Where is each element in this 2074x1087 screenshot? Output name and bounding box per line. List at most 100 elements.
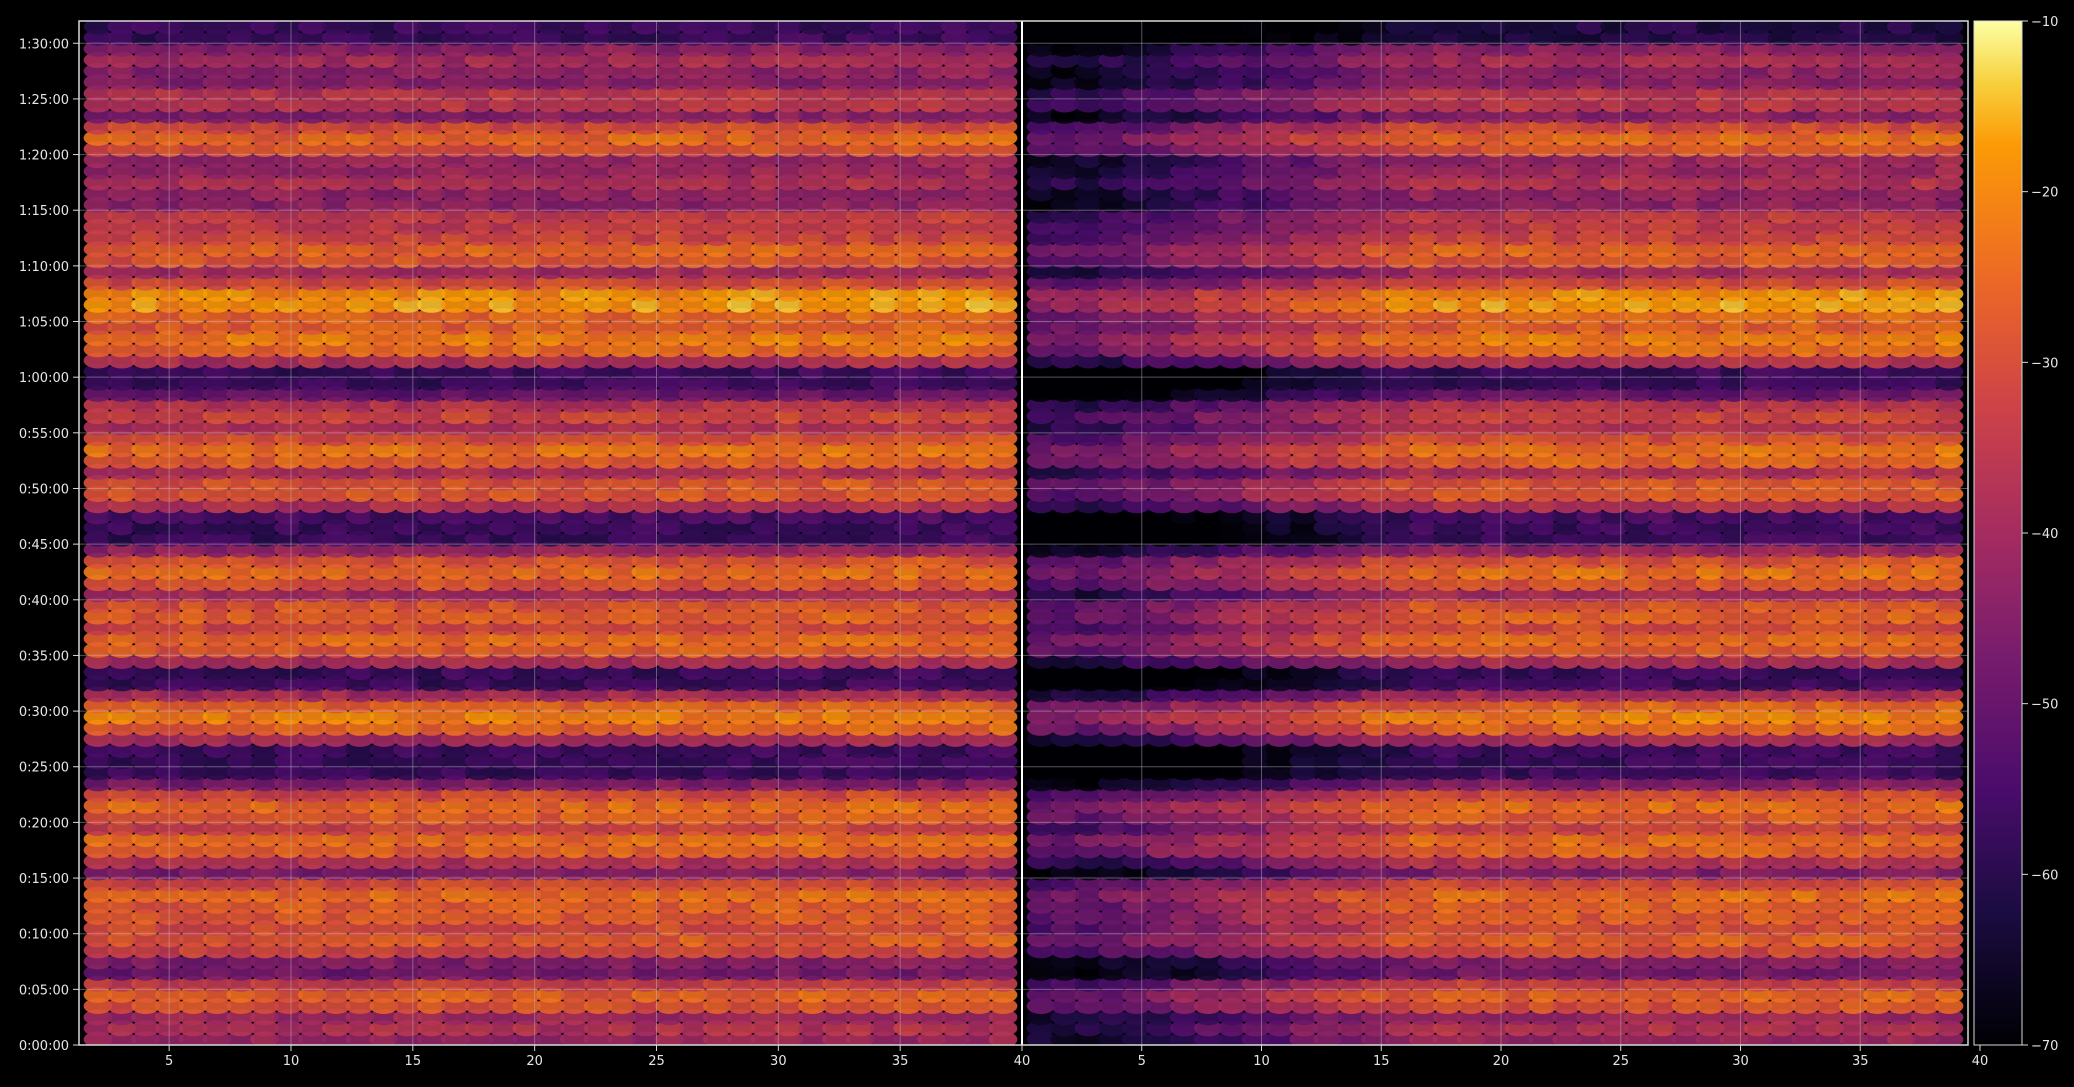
heatmap-cell: [512, 608, 541, 625]
heatmap-cell: [369, 808, 399, 825]
heatmap-cell: [83, 530, 113, 547]
heatmap-cell: [155, 808, 184, 825]
heatmap-cell: [917, 163, 946, 180]
heatmap-cell: [488, 653, 518, 669]
heatmap-cell: [679, 352, 708, 369]
heatmap-cell: [512, 920, 541, 937]
heatmap-cell: [464, 797, 494, 814]
heatmap-cell: [131, 196, 160, 213]
heatmap-cell: [274, 107, 303, 124]
heatmap-cell: [345, 753, 375, 770]
heatmap-cell: [560, 686, 589, 703]
heatmap-cell: [440, 241, 470, 258]
heatmap-cell: [488, 352, 518, 369]
heatmap-cell: [560, 820, 589, 836]
heatmap-cell: [607, 764, 637, 781]
heatmap-cell: [965, 853, 994, 870]
heatmap-cell: [321, 986, 351, 1003]
heatmap-cell: [83, 630, 113, 647]
heatmap-cell: [369, 207, 399, 224]
heatmap-cell: [631, 230, 661, 246]
heatmap-cell: [869, 909, 899, 925]
heatmap-cell: [83, 141, 113, 157]
heatmap-cell: [131, 241, 160, 258]
heatmap-cell: [83, 497, 113, 514]
heatmap-cell: [893, 808, 923, 825]
heatmap-cell: [417, 385, 446, 402]
heatmap-cell: [536, 408, 565, 425]
heatmap-cell: [226, 964, 256, 981]
heatmap-cell: [655, 975, 684, 992]
heatmap-cell: [250, 374, 279, 391]
heatmap-cell: [774, 1020, 803, 1037]
heatmap-cell: [131, 441, 160, 458]
heatmap-cell: [250, 508, 279, 525]
heatmap-cell: [726, 319, 756, 336]
heatmap-cell: [107, 730, 136, 747]
heatmap-cell: [774, 474, 803, 491]
heatmap-cell: [107, 430, 136, 447]
heatmap-cell: [321, 263, 351, 280]
heatmap-cell: [560, 564, 589, 580]
heatmap-cell: [417, 608, 446, 625]
heatmap-cell: [988, 653, 1018, 669]
heatmap-cell: [345, 196, 375, 213]
heatmap-cell: [512, 864, 541, 881]
heatmap-cell: [131, 341, 160, 358]
heatmap-cell: [607, 252, 637, 269]
heatmap-cell: [726, 909, 756, 925]
heatmap-cell: [274, 909, 303, 925]
heatmap-cell: [822, 274, 851, 291]
heatmap-cell: [726, 753, 756, 770]
heatmap-cell: [941, 430, 970, 447]
heatmap-cell: [107, 174, 136, 191]
heatmap-cell: [893, 975, 923, 992]
heatmap-cell: [631, 931, 661, 948]
heatmap-cell: [869, 842, 899, 859]
heatmap-cell: [369, 786, 399, 803]
heatmap-cell: [345, 775, 375, 792]
heatmap-cell: [393, 552, 422, 569]
heatmap-cell: [774, 319, 803, 336]
heatmap-cell: [250, 675, 279, 692]
heatmap-cell: [131, 363, 160, 380]
heatmap-cell: [488, 230, 518, 246]
heatmap-cell: [250, 263, 279, 280]
heatmap-cell: [178, 552, 208, 569]
heatmap-cell: [965, 230, 994, 246]
heatmap-cell: [988, 486, 1018, 502]
heatmap-cell: [726, 1009, 756, 1026]
heatmap-cell: [345, 820, 375, 836]
heatmap-cell: [321, 285, 351, 302]
heatmap-cell: [274, 708, 303, 725]
heatmap-cell: [607, 730, 637, 747]
heatmap-cell: [607, 474, 637, 491]
heatmap-cell: [798, 363, 827, 380]
heatmap-cell: [226, 218, 256, 235]
heatmap-cell: [488, 786, 518, 803]
heatmap-cell: [917, 998, 946, 1014]
heatmap-cell: [702, 998, 732, 1014]
heatmap-cell: [726, 463, 756, 480]
heatmap-cell: [774, 764, 803, 781]
heatmap-cell: [393, 953, 422, 970]
heatmap-cell: [583, 374, 613, 391]
heatmap-cell: [655, 552, 684, 569]
heatmap-cell: [702, 942, 732, 959]
heatmap-cell: [822, 909, 851, 925]
heatmap-cell: [488, 374, 518, 391]
heatmap-cell: [321, 975, 351, 992]
heatmap-cell: [417, 441, 446, 458]
heatmap-cell: [702, 797, 732, 814]
heatmap-cell: [583, 497, 613, 514]
heatmap-cell: [798, 964, 827, 981]
heatmap-cell: [583, 263, 613, 280]
heatmap-cell: [298, 753, 327, 770]
heatmap-cell: [536, 964, 565, 981]
heatmap-cell: [83, 552, 113, 569]
heatmap-cell: [83, 742, 113, 758]
heatmap-cell: [464, 363, 494, 380]
heatmap-cell: [226, 1009, 256, 1026]
heatmap-cell: [107, 786, 136, 803]
heatmap-cell: [250, 308, 279, 324]
